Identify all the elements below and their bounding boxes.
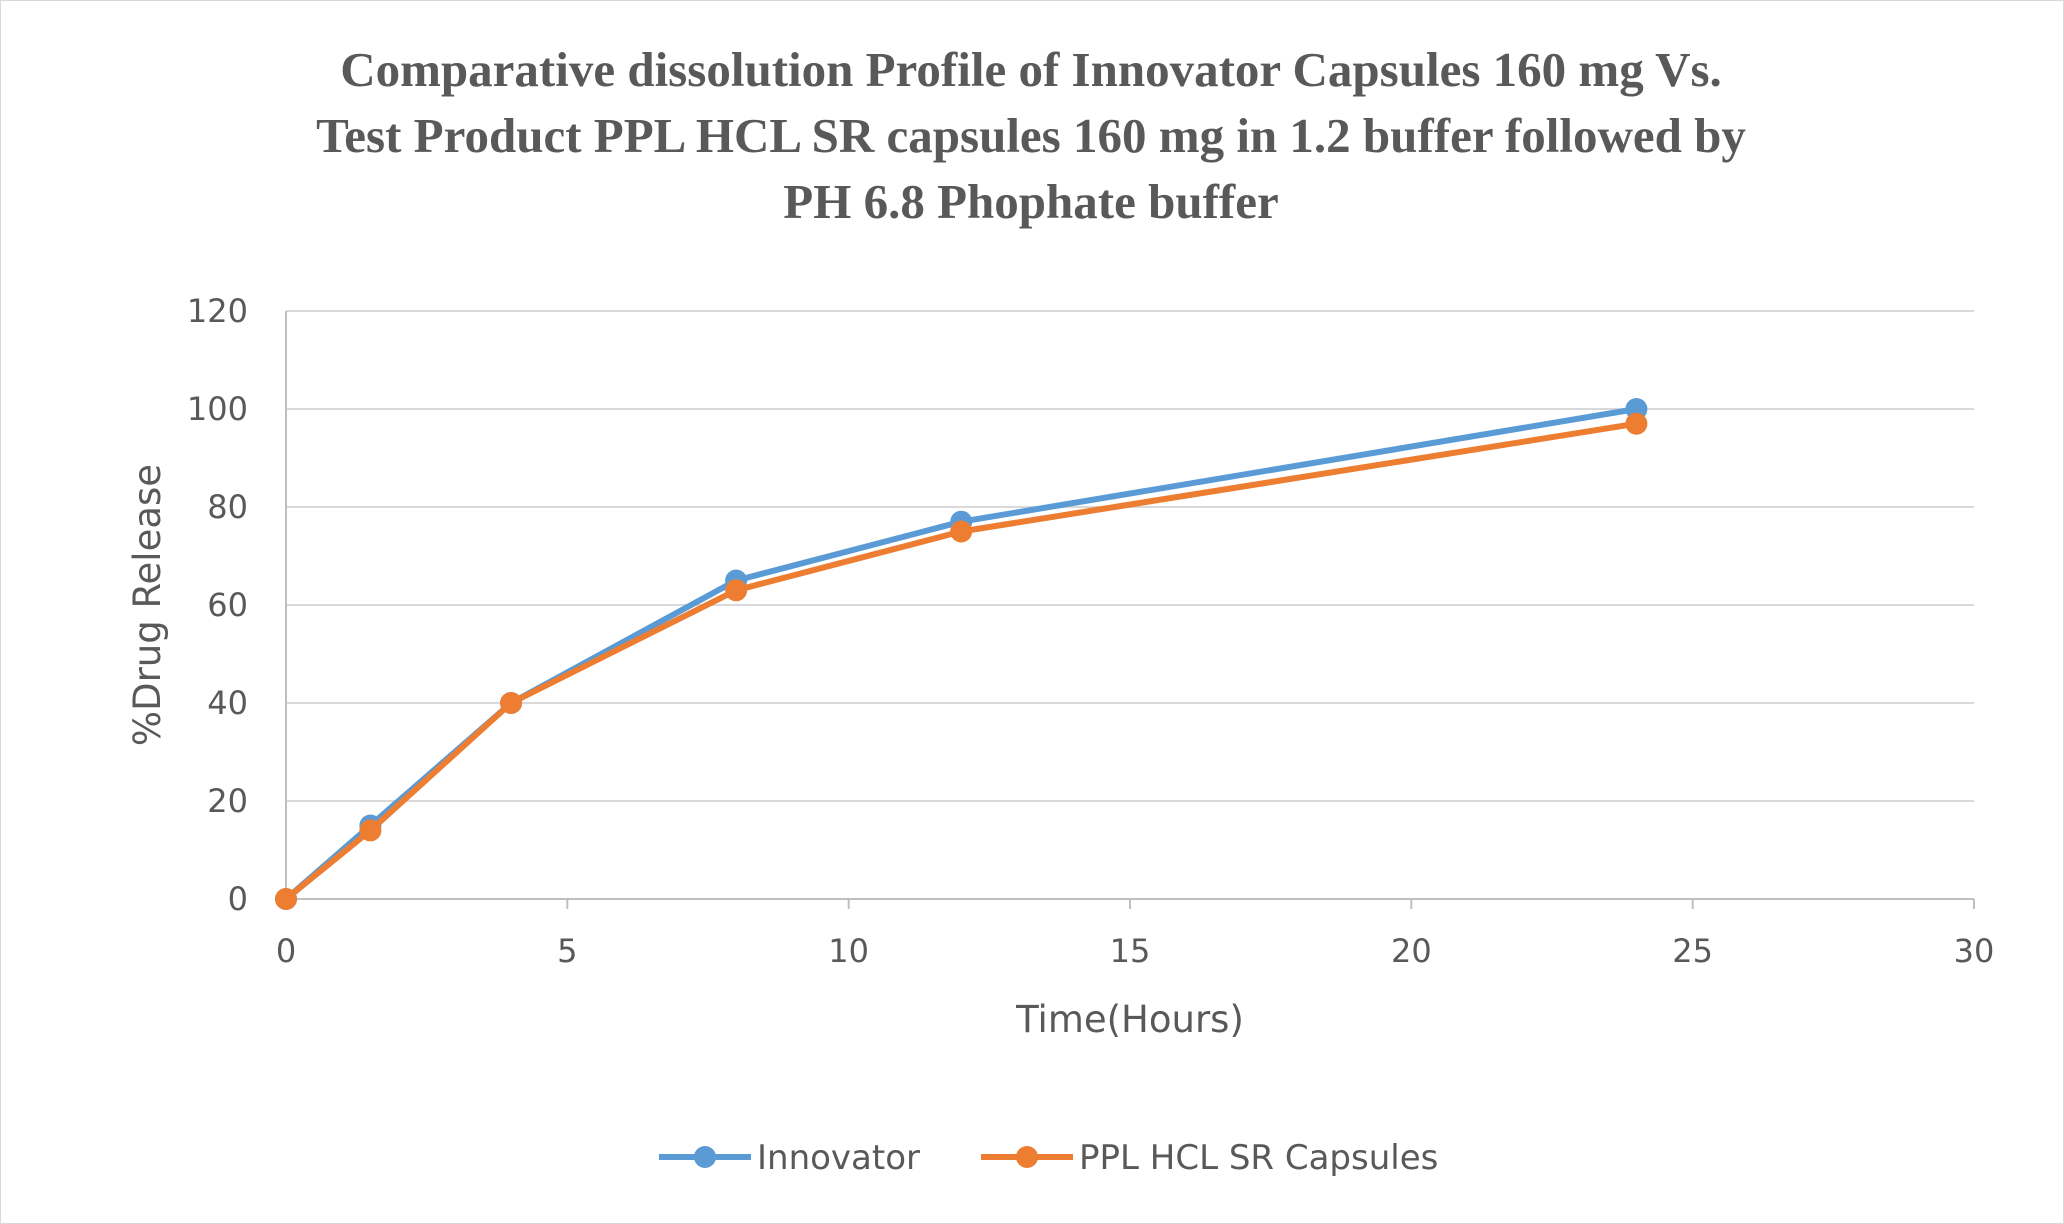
x-tick-label: 25 — [1672, 932, 1713, 970]
data-point — [500, 692, 523, 714]
series-1 — [275, 398, 1648, 910]
y-tick-label: 120 — [187, 292, 248, 330]
legend-label: PPL HCL SR Capsules — [1079, 1138, 1438, 1178]
y-tick-labels: 0 20 40 60 80 100 120 — [187, 292, 248, 918]
chart-title-line-1: Comparative dissolution Profile of Innov… — [340, 42, 1722, 97]
x-tick-label: 5 — [557, 932, 577, 970]
chart-title: Comparative dissolution Profile of Innov… — [131, 37, 1931, 235]
legend-marker — [1016, 1146, 1038, 1168]
legend-item-1: Innovator — [659, 1138, 920, 1178]
y-tick-label: 100 — [187, 390, 248, 428]
legend-item-2: PPL HCL SR Capsules — [981, 1138, 1438, 1178]
gridlines — [286, 310, 1974, 802]
chart-title-line-3: PH 6.8 Phophate buffer — [783, 174, 1279, 229]
legend: Innovator PPL HCL SR Capsules — [659, 1138, 1438, 1178]
legend-label: Innovator — [757, 1138, 920, 1178]
series-line — [283, 406, 1640, 902]
axes — [285, 311, 1975, 909]
series-2 — [275, 412, 1648, 910]
x-tick-label: 15 — [1110, 932, 1151, 970]
y-axis-title: %Drug Release — [126, 464, 169, 746]
y-tick-label: 40 — [207, 684, 248, 722]
chart-title-line-2: Test Product PPL HCL SR capsules 160 mg … — [316, 108, 1746, 163]
y-tick-label: 20 — [207, 782, 248, 820]
data-point — [725, 579, 748, 602]
series-layer — [275, 398, 1648, 910]
x-tick-label: 0 — [276, 932, 296, 970]
data-point — [950, 520, 973, 543]
x-tick-label: 10 — [828, 932, 869, 970]
x-axis-title: Time(Hours) — [1015, 998, 1244, 1041]
y-tick-label: 60 — [207, 586, 248, 624]
series-line — [283, 420, 1640, 902]
x-tick-label: 30 — [1954, 932, 1995, 970]
data-point — [359, 819, 382, 842]
y-tick-label: 0 — [228, 880, 248, 918]
x-tick-label: 20 — [1391, 932, 1432, 970]
data-point — [1625, 412, 1648, 435]
data-point — [275, 888, 297, 910]
y-tick-label: 80 — [207, 488, 248, 526]
x-tick-labels: 0 5 10 15 20 25 30 — [276, 932, 1995, 970]
legend-marker — [694, 1146, 716, 1168]
